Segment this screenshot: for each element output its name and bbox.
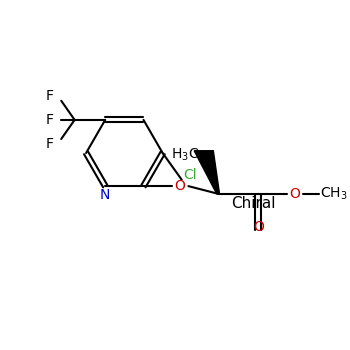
- Text: Chiral: Chiral: [231, 196, 276, 211]
- Text: N: N: [100, 188, 110, 202]
- Text: F: F: [46, 113, 54, 127]
- Text: H$_3$C: H$_3$C: [171, 147, 199, 163]
- Text: Cl: Cl: [184, 168, 197, 182]
- Text: O: O: [289, 187, 300, 201]
- Polygon shape: [194, 151, 219, 194]
- Text: F: F: [46, 89, 54, 103]
- Text: O: O: [174, 179, 185, 193]
- Text: CH$_3$: CH$_3$: [321, 186, 348, 202]
- Text: O: O: [253, 220, 264, 234]
- Text: F: F: [46, 137, 54, 151]
